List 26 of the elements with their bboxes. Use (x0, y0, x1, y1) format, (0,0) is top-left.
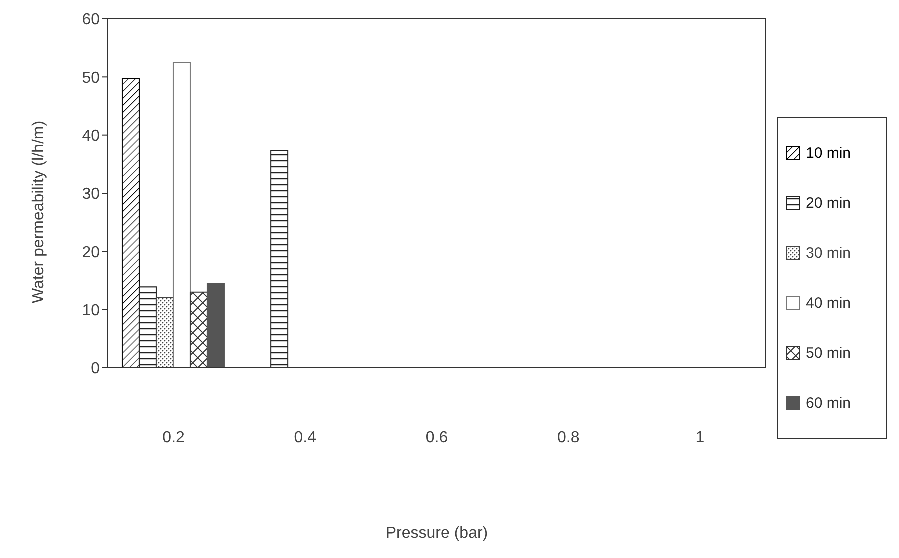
y-tick-label: 20 (82, 244, 100, 262)
y-tick-label: 50 (82, 70, 100, 87)
y-tick-label: 10 (82, 302, 100, 320)
y-tick-label: 40 (82, 128, 100, 146)
text: 20 min (806, 194, 852, 212)
text: 50 min (806, 344, 852, 362)
bar (156, 297, 174, 368)
bar (122, 78, 140, 368)
y-axis-title: Water permeability (l/h/m) (30, 120, 48, 304)
text: 10 min (806, 144, 852, 162)
x-tick-label: 0.6 (426, 429, 448, 446)
x-axis-title: Pressure (bar) (386, 525, 488, 542)
y-tick-label: 30 (82, 186, 100, 204)
bar (172, 62, 191, 368)
bar (270, 150, 289, 368)
text: 30 min (806, 244, 852, 262)
x-tick-label: 0.4 (294, 429, 317, 446)
x-tick-label: 0.2 (162, 429, 186, 446)
legend-label: 40 min (806, 294, 852, 312)
y-tick-label: 0 (91, 360, 100, 378)
x-tick-label: 1 (696, 429, 705, 446)
legend-label: 60 min (806, 394, 852, 412)
y-tick-label: 60 (82, 12, 100, 29)
bar (206, 283, 225, 368)
bar (138, 286, 157, 368)
x-tick-label: 0.8 (557, 429, 580, 446)
